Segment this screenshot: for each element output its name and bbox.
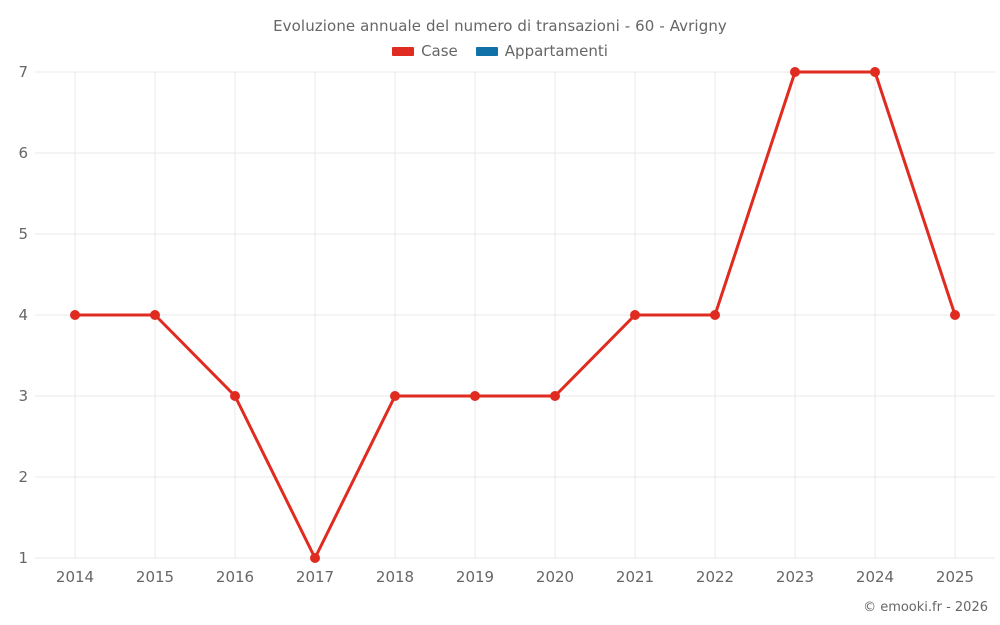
y-tick-label: 7 xyxy=(18,63,28,81)
x-tick-label: 2024 xyxy=(855,568,895,586)
legend-swatch-appartamenti xyxy=(475,47,498,56)
x-tick-label: 2015 xyxy=(135,568,175,586)
copyright-credit: © emooki.fr - 2026 xyxy=(863,600,988,615)
y-tick-label: 3 xyxy=(18,387,28,405)
x-tick-label: 2023 xyxy=(775,568,815,586)
data-point-marker[interactable] xyxy=(790,67,800,77)
x-tick-label: 2014 xyxy=(55,568,95,586)
x-tick-label: 2025 xyxy=(935,568,975,586)
x-tick-label: 2019 xyxy=(455,568,495,586)
data-point-marker[interactable] xyxy=(70,310,80,320)
y-tick-label: 6 xyxy=(18,144,28,162)
x-tick-label: 2017 xyxy=(295,568,335,586)
data-point-marker[interactable] xyxy=(390,391,400,401)
data-point-marker[interactable] xyxy=(230,391,240,401)
x-tick-label: 2020 xyxy=(535,568,575,586)
chart-title: Evoluzione annuale del numero di transaz… xyxy=(273,17,727,35)
data-point-marker[interactable] xyxy=(550,391,560,401)
data-point-marker[interactable] xyxy=(150,310,160,320)
data-point-marker[interactable] xyxy=(310,553,320,563)
legend-item-case[interactable]: Case xyxy=(392,44,458,59)
legend-swatch-case xyxy=(392,47,415,56)
x-tick-label: 2016 xyxy=(215,568,255,586)
data-point-marker[interactable] xyxy=(470,391,480,401)
y-tick-label: 1 xyxy=(18,549,28,567)
y-tick-label: 4 xyxy=(18,306,28,324)
y-tick-label: 2 xyxy=(18,468,28,486)
x-tick-label: 2018 xyxy=(375,568,415,586)
series-line-case[interactable] xyxy=(73,70,957,560)
data-series-layer xyxy=(70,67,960,563)
legend-label-case: Case xyxy=(421,42,458,60)
y-tick-label: 5 xyxy=(18,225,28,243)
data-point-marker[interactable] xyxy=(950,310,960,320)
legend-label-appartamenti: Appartamenti xyxy=(504,42,608,60)
chart-legend: Case Appartamenti xyxy=(0,44,1000,59)
data-point-marker[interactable] xyxy=(630,310,640,320)
data-point-marker[interactable] xyxy=(870,67,880,77)
x-tick-label: 2021 xyxy=(615,568,655,586)
grid-lines xyxy=(35,71,995,559)
legend-item-appartamenti[interactable]: Appartamenti xyxy=(475,42,608,60)
data-point-marker[interactable] xyxy=(710,310,720,320)
x-tick-label: 2022 xyxy=(695,568,735,586)
